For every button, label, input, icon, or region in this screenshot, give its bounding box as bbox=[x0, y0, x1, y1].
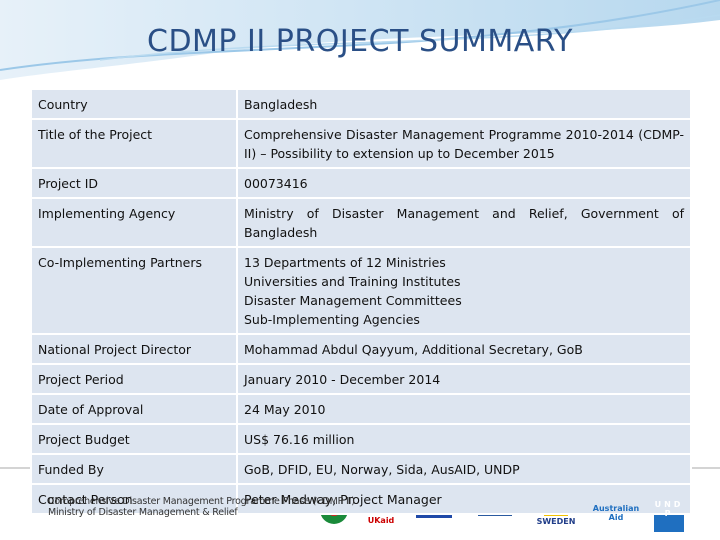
footer-line: Ministry of Disaster Management & Relief bbox=[48, 507, 238, 518]
row-value: GoB, DFID, EU, Norway, Sida, AusAID, UND… bbox=[236, 453, 692, 485]
row-value: Comprehensive Disaster Management Progra… bbox=[236, 118, 692, 169]
row-value: 00073416 bbox=[236, 167, 692, 199]
row-value: January 2010 - December 2014 bbox=[236, 363, 692, 395]
table-row: Contact Person Peter Medway, Project Mana… bbox=[30, 483, 692, 515]
table-row: Co-Implementing Partners 13 Departments o… bbox=[30, 246, 692, 335]
logo-label: European Union bbox=[416, 518, 452, 523]
logo-label: NORWEGIAN EMBASSY bbox=[480, 517, 510, 527]
value-line: 13 Departments of 12 Ministries bbox=[244, 255, 446, 270]
row-label: Implementing Agency bbox=[30, 197, 238, 248]
row-label: Funded By bbox=[30, 453, 238, 485]
swoosh bbox=[0, 0, 720, 80]
row-value: 13 Departments of 12 Ministries Universit… bbox=[236, 246, 692, 335]
row-label: Co-Implementing Partners bbox=[30, 246, 238, 335]
table-row: Funded By GoB, DFID, EU, Norway, Sida, Au… bbox=[30, 453, 692, 485]
table-row: Title of the Project Comprehensive Disast… bbox=[30, 118, 692, 169]
row-label: Project ID bbox=[30, 167, 238, 199]
row-label: National Project Director bbox=[30, 333, 238, 365]
value-line: Disaster Management Committees bbox=[244, 293, 462, 308]
table-row: Implementing Agency Ministry of Disaster … bbox=[30, 197, 692, 248]
row-value: US$ 76.16 million bbox=[236, 423, 692, 455]
row-value: Bangladesh bbox=[236, 88, 692, 120]
row-value: Mohammad Abdul Qayyum, Additional Secret… bbox=[236, 333, 692, 365]
swoosh-line bbox=[99, 14, 720, 61]
row-label: Country bbox=[30, 88, 238, 120]
footer-text: Comprehensive Disaster Management Progra… bbox=[48, 496, 355, 518]
table-row: Country Bangladesh bbox=[30, 88, 692, 120]
logo-label: SWEDEN bbox=[536, 517, 576, 526]
summary-table: Country Bangladesh Title of the Project Com… bbox=[30, 88, 692, 515]
logo-label: UNDP bbox=[654, 500, 684, 518]
table-row: Project Budget US$ 76.16 million bbox=[30, 423, 692, 455]
row-label: Project Budget bbox=[30, 423, 238, 455]
value-line: Universities and Training Institutes bbox=[244, 274, 461, 289]
table-row: Date of Approval 24 May 2010 bbox=[30, 393, 692, 425]
row-label: Title of the Project bbox=[30, 118, 238, 169]
row-value: 24 May 2010 bbox=[236, 393, 692, 425]
logo-label: Australian Aid bbox=[592, 504, 640, 522]
row-label: Project Period bbox=[30, 363, 238, 395]
logo-label: UKaid bbox=[367, 516, 395, 525]
title: CDMP II PROJECT SUMMARY bbox=[147, 24, 573, 59]
row-value: Ministry of Disaster Management and Reli… bbox=[236, 197, 692, 248]
row-label: Contact Person bbox=[30, 483, 238, 515]
table-row: Project Period January 2010 - December 20… bbox=[30, 363, 692, 395]
table-row: Project ID 00073416 bbox=[30, 167, 692, 199]
row-label: Date of Approval bbox=[30, 393, 238, 425]
footer-line: Comprehensive Disaster Management Progra… bbox=[48, 496, 355, 507]
row-value: Peter Medway, Project Manager bbox=[236, 483, 692, 515]
value-line: Sub-Implementing Agencies bbox=[244, 312, 420, 327]
table-row: National Project Director Mohammad Abdul … bbox=[30, 333, 692, 365]
swoosh-line bbox=[0, 0, 720, 71]
